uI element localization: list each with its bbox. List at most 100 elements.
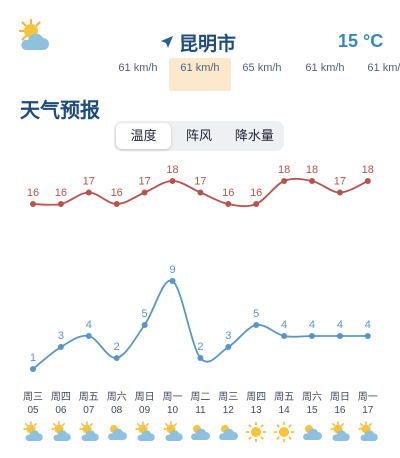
low-temperature-label: 2 [197, 341, 203, 353]
low-temperature-point [85, 333, 92, 339]
day-weekday: 周六 [106, 392, 127, 403]
sun-behind-cloud-icon [330, 421, 350, 441]
high-temperature-line [32, 177, 369, 208]
low-temperature-label: 4 [86, 319, 92, 331]
cloud-icon [303, 425, 322, 440]
day-column[interactable]: 周三 05 [18, 392, 48, 443]
low-temperature-point [197, 355, 204, 361]
day-date: 05 [27, 405, 39, 416]
low-temperature-label: 4 [365, 319, 371, 331]
day-column[interactable]: 周六 08 [102, 392, 132, 443]
high-temperature-label: 16 [250, 187, 262, 199]
high-temperature-label: 17 [194, 176, 206, 188]
low-temperature-label: 2 [114, 341, 120, 353]
high-temperature-label: 18 [306, 164, 318, 176]
high-temperature-label: 18 [362, 164, 374, 176]
day-column[interactable]: 周三 12 [213, 392, 243, 443]
day-column[interactable]: 周日 16 [325, 392, 355, 443]
high-temperature-label: 17 [83, 176, 95, 188]
day-date: 08 [111, 405, 123, 416]
day-column[interactable]: 周四 06 [46, 392, 76, 443]
day-weekday: 周五 [78, 392, 99, 403]
high-temperature-label: 17 [138, 176, 150, 188]
sun-behind-cloud-icon [18, 18, 49, 50]
high-temperature-label: 16 [222, 187, 234, 199]
high-temperature-point [364, 178, 371, 184]
city-name: 昆明市 [179, 33, 237, 55]
sun-icon [273, 421, 295, 443]
high-temperature-label: 16 [27, 187, 39, 199]
high-temperature-point [309, 178, 315, 184]
header: 昆明市 15 °C [0, 0, 400, 64]
day-weekday: 周五 [274, 392, 295, 403]
wind-cell[interactable]: 61 km/h [305, 62, 345, 74]
cloud-icon [107, 425, 127, 440]
day-date: 11 [195, 405, 206, 416]
wind-cell-selected[interactable]: 61 km/h [169, 58, 231, 91]
day-date: 17 [362, 405, 374, 416]
hourly-wind-strip[interactable]: 61 km/h 61 km/h 65 km/h 61 km/h 61 km/h [0, 58, 400, 91]
day-date: 10 [166, 405, 179, 416]
low-temperature-label: 3 [58, 330, 64, 342]
day-weekday: 周四 [50, 392, 71, 403]
low-temperature-label: 5 [142, 308, 148, 320]
day-column[interactable]: 周四 13 [241, 392, 271, 443]
day-date: 13 [250, 405, 262, 416]
high-temperature-point [85, 189, 92, 196]
sun-behind-cloud-icon [23, 421, 43, 441]
day-column[interactable]: 周五 14 [269, 392, 299, 443]
day-date: 09 [139, 405, 151, 416]
day-column[interactable]: 周二 11 [185, 392, 215, 443]
city-selector[interactable]: 昆明市 [160, 30, 237, 55]
low-temperature-label: 4 [337, 319, 343, 331]
high-temperature-label: 16 [55, 187, 67, 199]
sun-behind-cloud-icon [162, 421, 183, 441]
wind-cell[interactable]: 61 km/h [367, 62, 400, 74]
day-weekday: 周二 [190, 392, 211, 403]
day-column[interactable]: 周日 09 [130, 392, 160, 443]
day-weekday: 周三 [218, 392, 239, 403]
wind-cell[interactable]: 61 km/h [118, 62, 158, 74]
tab-gust[interactable]: 阵风 [185, 128, 212, 143]
cloud-icon [191, 425, 211, 440]
high-temperature-point [141, 189, 148, 196]
day-column[interactable]: 周一 17 [353, 392, 383, 443]
low-temperature-line [32, 279, 368, 370]
wind-cell[interactable]: 65 km/h [242, 62, 282, 74]
low-temperature-point [309, 333, 315, 339]
low-temperature-label: 4 [281, 319, 287, 331]
high-temperature-label: 17 [334, 176, 346, 188]
day-column[interactable]: 周六 15 [297, 392, 327, 443]
tab-temperature[interactable]: 温度 [116, 123, 172, 149]
low-temperature-label: 4 [309, 319, 315, 331]
day-column[interactable]: 周一 10 [158, 392, 188, 443]
day-weekday: 周一 [357, 392, 378, 403]
high-temperature-label: 18 [166, 164, 178, 176]
high-temperature-point [336, 189, 343, 196]
day-weekday: 周四 [246, 392, 267, 403]
day-column[interactable]: 周五 07 [74, 392, 104, 443]
day-weekday: 周日 [329, 392, 350, 403]
low-temperature-point [281, 333, 288, 339]
low-temperature-point [141, 322, 148, 328]
forecast-title: 天气预报 [20, 100, 100, 122]
current-temperature: 15 °C [338, 31, 384, 51]
high-temperature-point [169, 178, 176, 184]
high-temperature-point [57, 201, 64, 207]
tab-precipitation[interactable]: 降水量 [234, 128, 274, 143]
high-temperature-point [281, 178, 288, 184]
location-arrow-icon [161, 36, 173, 48]
low-temperature-label: 3 [225, 330, 231, 342]
day-date: 14 [278, 405, 290, 416]
high-temperature-point [197, 189, 204, 196]
day-date: 15 [306, 405, 318, 416]
day-weekday: 周三 [23, 392, 43, 403]
high-temperature-point [225, 201, 232, 207]
cloud-icon [219, 425, 239, 440]
low-temperature-point [336, 333, 343, 339]
sun-behind-cloud-icon [358, 421, 378, 441]
day-weekday: 周一 [162, 392, 183, 403]
low-temperature-point [30, 366, 36, 372]
low-temperature-point [57, 344, 64, 350]
high-temperature-point [30, 201, 36, 207]
